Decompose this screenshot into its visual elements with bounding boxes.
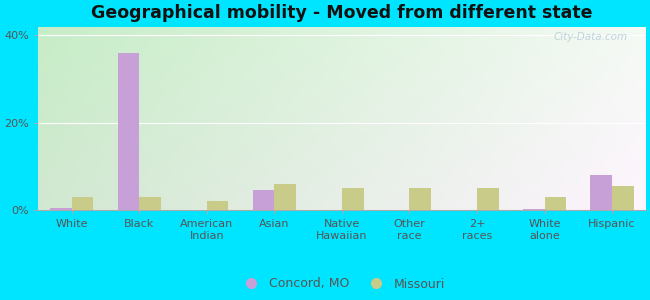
Bar bbox=[207, 201, 228, 210]
Bar bbox=[118, 53, 139, 210]
Bar bbox=[50, 208, 72, 210]
Bar bbox=[590, 175, 612, 210]
Text: City-Data.com: City-Data.com bbox=[553, 32, 628, 42]
Bar bbox=[477, 188, 499, 210]
Bar bbox=[410, 188, 431, 210]
Bar bbox=[72, 197, 94, 210]
Bar bbox=[523, 209, 545, 210]
Bar bbox=[253, 190, 274, 210]
Bar bbox=[342, 188, 363, 210]
Legend: Concord, MO, Missouri: Concord, MO, Missouri bbox=[233, 272, 450, 296]
Title: Geographical mobility - Moved from different state: Geographical mobility - Moved from diffe… bbox=[91, 4, 593, 22]
Bar bbox=[545, 197, 566, 210]
Bar bbox=[612, 186, 634, 210]
Bar bbox=[139, 197, 161, 210]
Bar bbox=[274, 184, 296, 210]
